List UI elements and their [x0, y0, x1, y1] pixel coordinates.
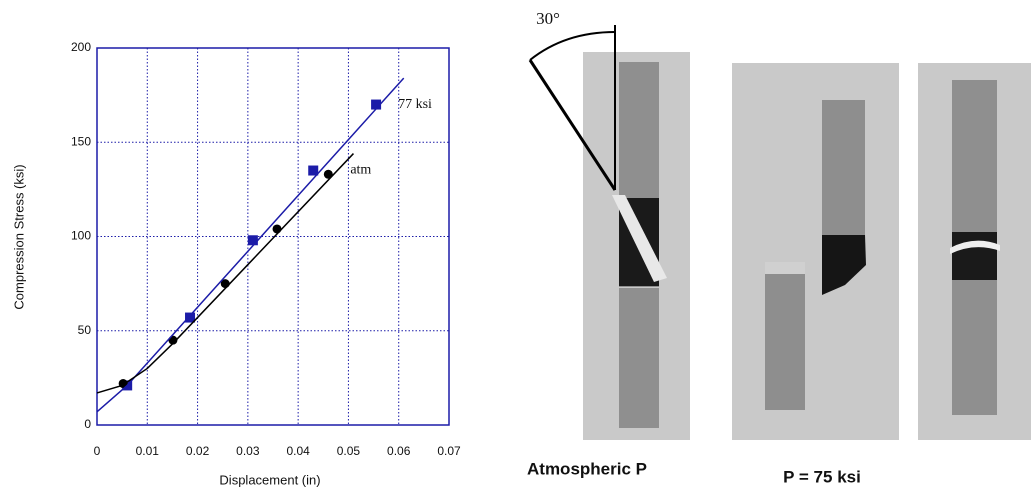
x-tick-label: 0.02 [186, 444, 210, 458]
photos [583, 52, 1031, 440]
x-tick-label: 0.04 [286, 444, 310, 458]
x-tick-label: 0.06 [387, 444, 411, 458]
x-tick-label: 0.05 [337, 444, 361, 458]
fracture [612, 195, 667, 282]
specimen [822, 100, 865, 240]
fracture [950, 240, 1000, 254]
specimen-band [952, 232, 997, 280]
specimen [619, 288, 659, 428]
x-tick-label: 0 [94, 444, 101, 458]
caption: Atmospheric P [527, 459, 647, 478]
y-tick-label: 0 [84, 417, 91, 431]
y-axis-label: Compression Stress (ksi) [11, 164, 26, 309]
specimen-band [822, 235, 866, 295]
caption: P = 75 ksi [783, 467, 861, 486]
angle-indicator [528, 25, 617, 191]
x-axis-label: Displacement (in) [219, 472, 320, 487]
specimen [765, 262, 805, 410]
angle-label: 30° [536, 9, 560, 28]
fit-line [96, 77, 405, 413]
photo-background [732, 63, 899, 440]
marker [272, 224, 282, 234]
specimen-edge [765, 262, 805, 274]
y-tick-label: 50 [78, 323, 92, 337]
plot-frame [96, 47, 450, 426]
series-label: 77 ksi [398, 97, 432, 112]
fit-line [96, 153, 355, 394]
marker [308, 165, 319, 176]
y-tick-label: 100 [71, 229, 91, 243]
marker [247, 235, 258, 246]
angle-line [528, 59, 617, 191]
angle-arc [529, 31, 616, 61]
x-tick-label: 0.03 [236, 444, 260, 458]
x-tick-label: 0.01 [136, 444, 160, 458]
y-tick-label: 150 [71, 134, 91, 148]
x-tick-label: 0.07 [437, 444, 461, 458]
marker [371, 99, 382, 110]
marker [185, 312, 196, 323]
series-label: atm [350, 163, 371, 178]
marker [323, 169, 333, 179]
y-tick-label: 200 [71, 40, 91, 54]
